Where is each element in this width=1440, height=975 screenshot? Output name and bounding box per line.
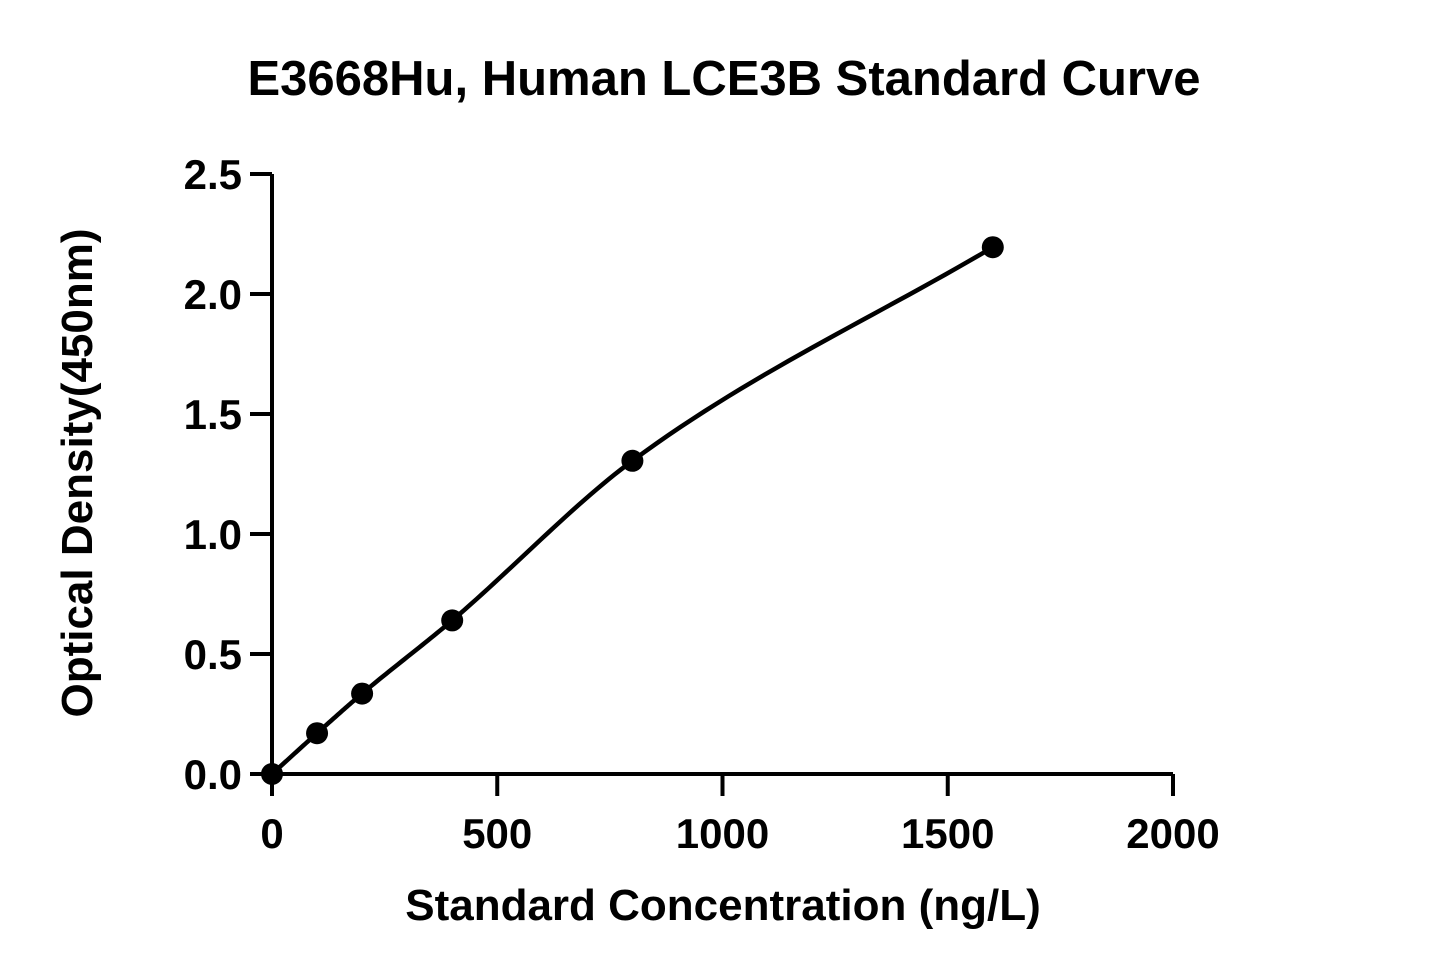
data-points-layer (261, 236, 1004, 785)
y-tick-label: 0.0 (184, 751, 242, 798)
y-tick-label: 1.0 (184, 511, 242, 558)
y-axis-label: Optical Density(450nm) (53, 228, 102, 717)
y-tick-label: 1.5 (184, 391, 242, 438)
x-tick-label: 1500 (901, 810, 994, 857)
fit-curve-layer (270, 245, 994, 776)
y-tick-label: 2.5 (184, 151, 242, 198)
plot-axes: 0.0 0.5 1.0 1.5 2.0 2.5 0 500 1000 1500 2000 (184, 151, 1220, 857)
chart-title: E3668Hu, Human LCE3B Standard Curve (247, 52, 1200, 106)
x-tick-label: 2000 (1126, 810, 1219, 857)
fit-curve (270, 245, 994, 776)
y-tick-label: 0.5 (184, 631, 242, 678)
x-axis-label: Standard Concentration (ng/L) (405, 881, 1041, 930)
x-tick-label: 500 (462, 810, 532, 857)
x-tick-label: 0 (260, 810, 283, 857)
data-point (261, 763, 283, 785)
data-point (621, 449, 644, 472)
data-point (351, 682, 374, 705)
y-tick-label: 2.0 (184, 271, 242, 318)
data-point (306, 722, 329, 745)
data-point (441, 609, 464, 632)
data-point (981, 236, 1004, 259)
x-tick-label: 1000 (676, 810, 769, 857)
